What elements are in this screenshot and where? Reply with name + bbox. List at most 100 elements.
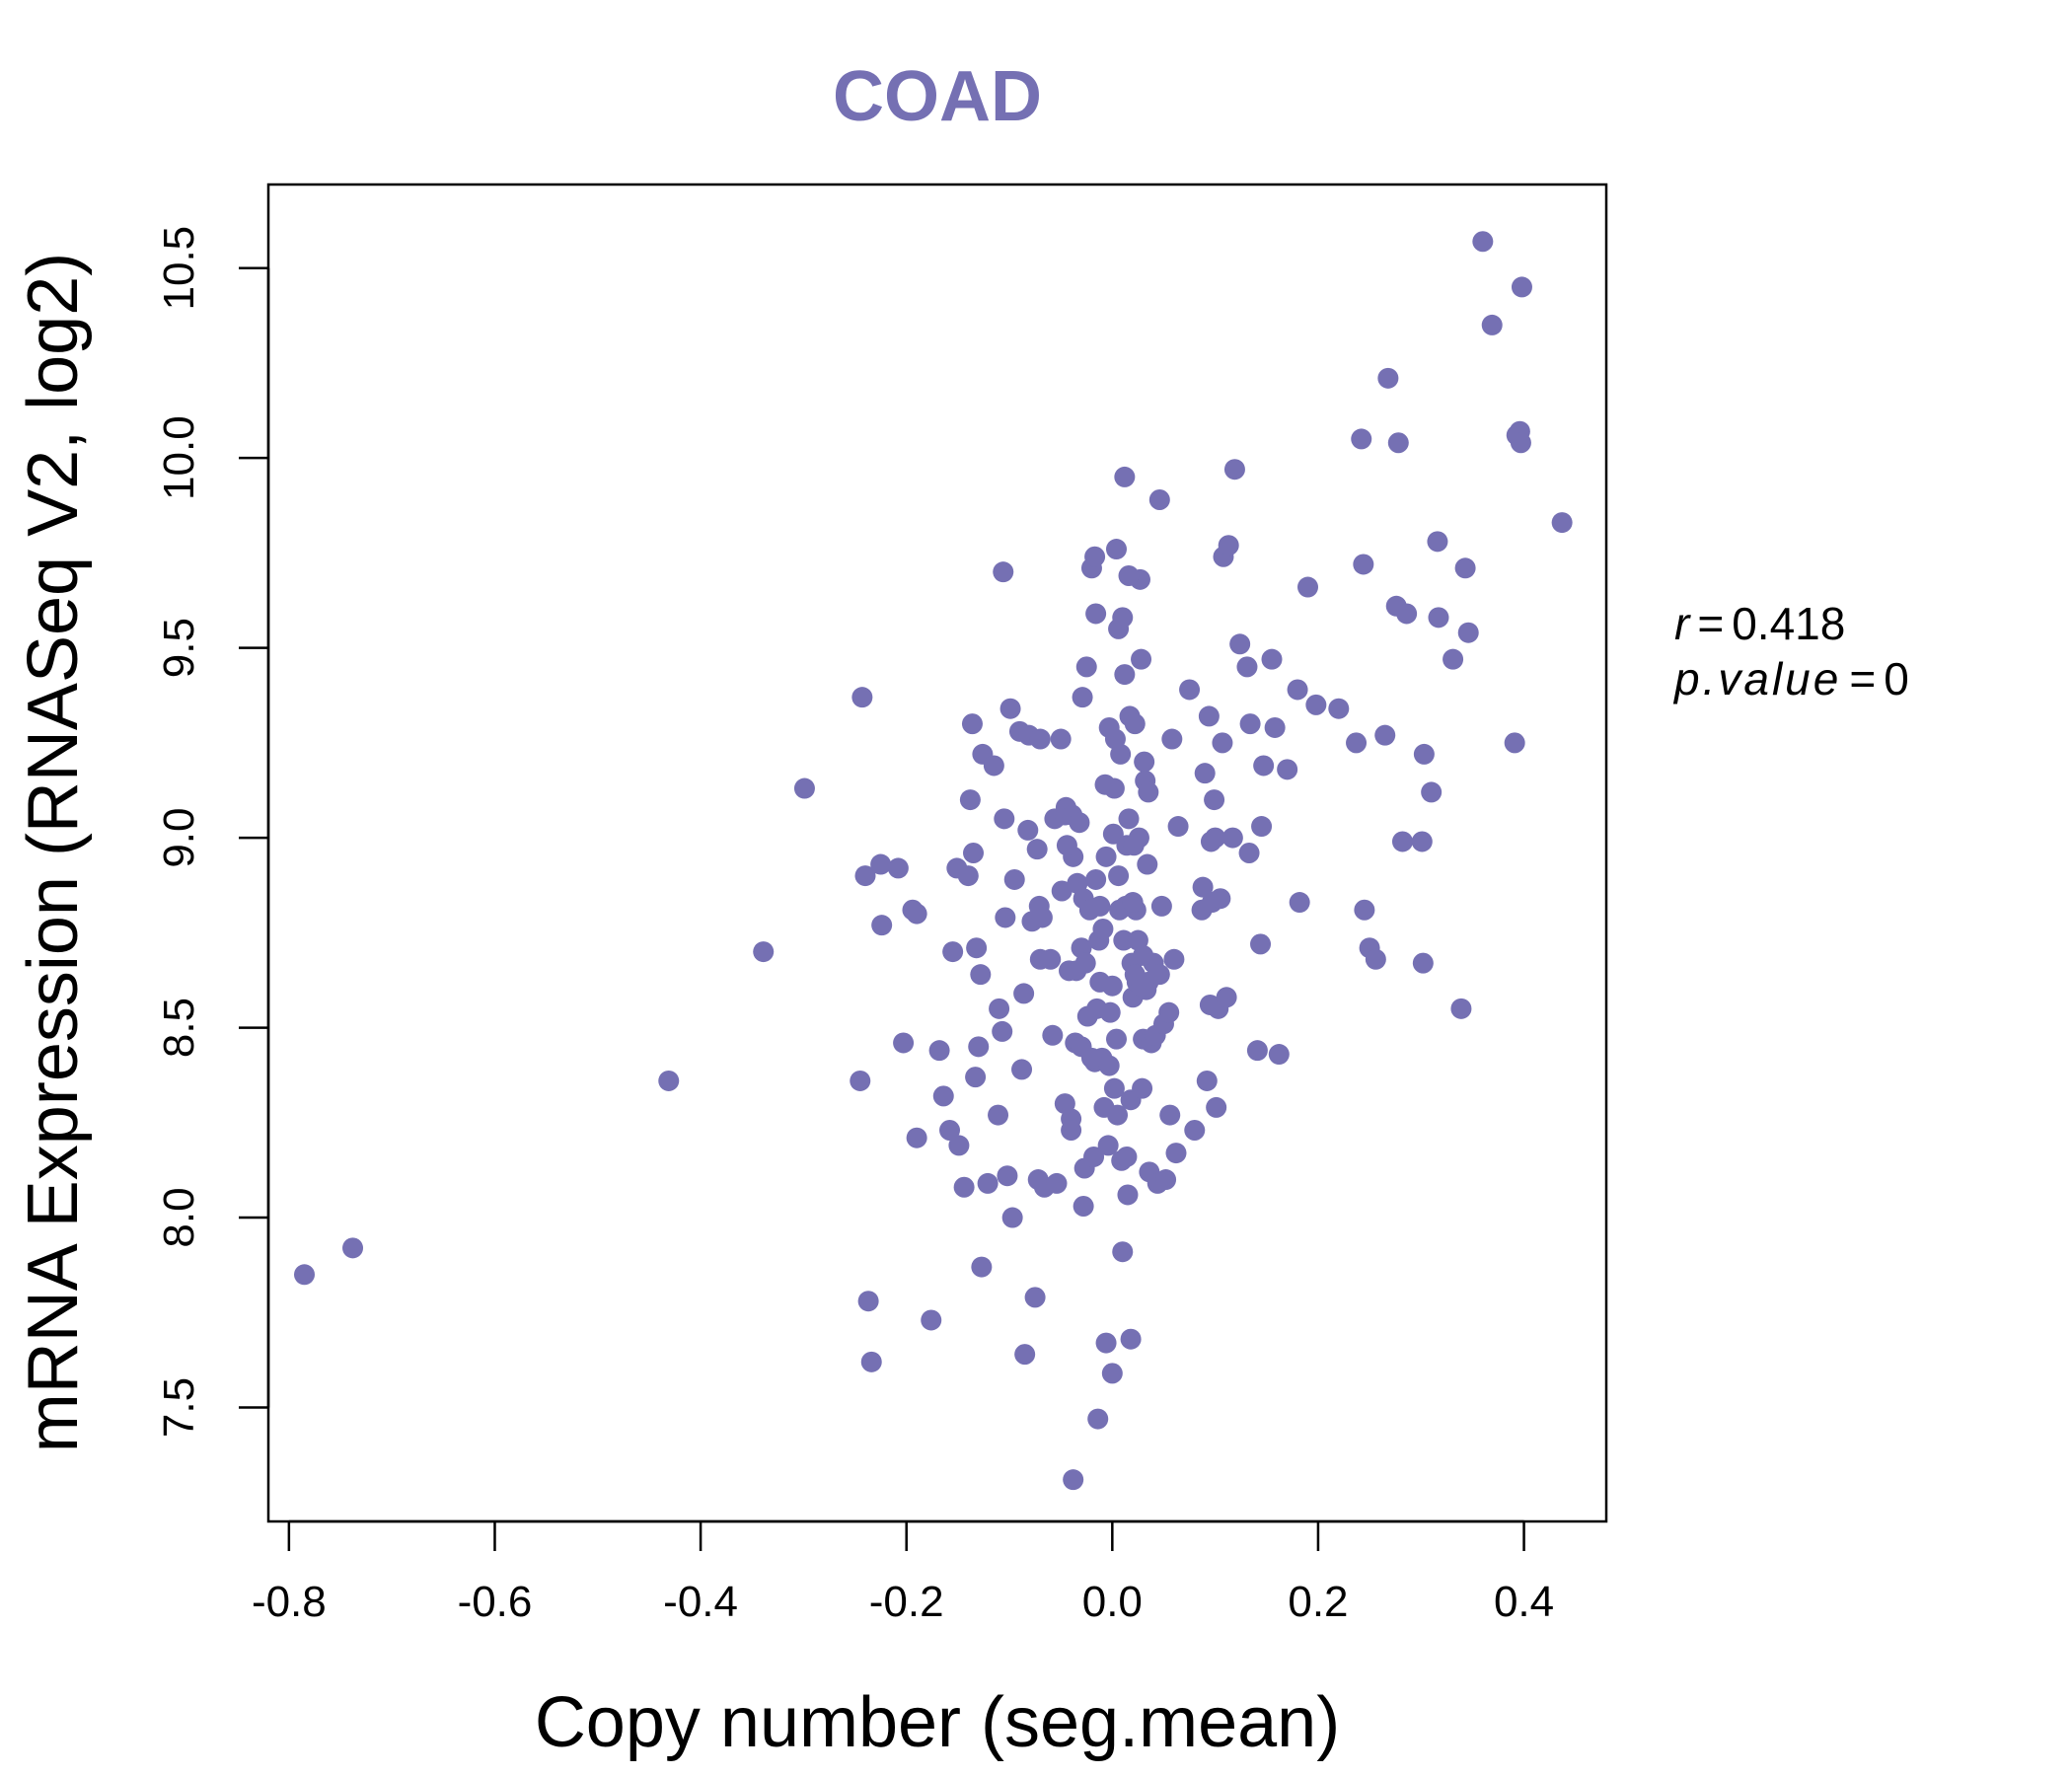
data-point	[1095, 846, 1117, 867]
data-points	[294, 231, 1573, 1491]
data-point	[1212, 732, 1233, 754]
data-point	[1073, 1195, 1094, 1217]
data-point	[1250, 933, 1272, 955]
y-tick-label: 10.5	[155, 226, 203, 311]
data-point	[1128, 827, 1149, 849]
data-point	[1114, 664, 1136, 686]
data-point	[1054, 1093, 1075, 1115]
data-point	[1239, 713, 1261, 735]
data-point	[1223, 459, 1245, 481]
data-point	[1148, 489, 1170, 511]
y-axis: 7.5 8.0 8.5 9.0 9.5 10.0 10.5	[155, 226, 270, 1438]
data-point	[1101, 975, 1123, 997]
data-point	[1074, 952, 1096, 974]
data-point	[1083, 1146, 1105, 1167]
data-point	[887, 857, 909, 879]
data-point	[1198, 705, 1220, 727]
data-point	[1056, 835, 1077, 856]
data-point	[939, 1120, 961, 1142]
data-point	[1114, 466, 1136, 487]
data-point	[1029, 728, 1051, 750]
data-point	[1026, 839, 1048, 860]
x-axis: -0.8 -0.6 -0.4 -0.2 0.0 0.2 0.4	[252, 1519, 1554, 1626]
chart-title: COAD	[833, 57, 1042, 136]
data-point	[1374, 724, 1396, 746]
y-axis-label: mRNA Expression (RNASeq V2, log2)	[14, 253, 93, 1452]
x-axis-label: Copy number (seg.mean)	[535, 1683, 1340, 1762]
data-point	[1236, 656, 1258, 678]
data-point	[871, 915, 893, 936]
data-point	[992, 1020, 1013, 1042]
data-point	[1328, 698, 1350, 719]
data-point	[942, 941, 964, 963]
x-tick-label: 0.0	[1082, 1578, 1143, 1626]
data-point	[1112, 1241, 1134, 1263]
data-point	[1001, 1207, 1023, 1228]
data-point	[1194, 763, 1216, 784]
p-value: 0	[1884, 653, 1909, 704]
data-point	[1085, 603, 1107, 625]
data-point	[906, 1127, 927, 1148]
data-point	[860, 1351, 882, 1372]
data-point	[959, 789, 981, 811]
data-point	[1042, 1024, 1064, 1046]
data-point	[1289, 892, 1310, 914]
data-point	[989, 998, 1010, 1019]
data-point	[1412, 952, 1434, 974]
data-point	[1396, 603, 1418, 625]
data-point	[1085, 868, 1107, 890]
y-tick-label: 9.0	[155, 808, 203, 868]
data-point	[1063, 1469, 1084, 1491]
data-point	[1421, 781, 1443, 803]
data-point	[1084, 546, 1106, 567]
r-statistic: r = 0.418	[1674, 598, 1845, 649]
data-point	[1158, 1001, 1180, 1023]
data-point	[1205, 827, 1226, 849]
data-point	[1454, 557, 1476, 579]
data-point	[1511, 276, 1532, 298]
data-point	[1472, 231, 1494, 253]
r-label: r	[1674, 598, 1691, 649]
x-tick-label: 0.2	[1288, 1578, 1348, 1626]
data-point	[1504, 732, 1525, 754]
data-point	[1075, 656, 1097, 678]
data-point	[1167, 816, 1189, 838]
data-point	[1165, 1143, 1187, 1164]
data-point	[1122, 892, 1144, 914]
data-point	[1113, 929, 1135, 951]
data-point	[1118, 808, 1140, 830]
data-point	[906, 903, 927, 925]
data-point	[1246, 1040, 1268, 1062]
data-point	[1428, 607, 1449, 629]
data-point	[1551, 512, 1573, 534]
x-tick-label: -0.8	[252, 1578, 327, 1626]
y-tick-label: 7.5	[155, 1377, 203, 1438]
data-point	[1510, 432, 1531, 454]
data-point	[948, 1135, 970, 1156]
data-point	[1179, 679, 1201, 701]
data-point	[1204, 789, 1225, 811]
data-point	[968, 1036, 990, 1058]
data-point	[1365, 948, 1386, 970]
data-point	[1098, 716, 1120, 738]
data-point	[999, 698, 1021, 719]
data-point	[1387, 432, 1409, 454]
data-point	[1098, 1055, 1120, 1076]
data-point	[753, 941, 775, 963]
data-point	[997, 1165, 1018, 1187]
data-point	[851, 687, 873, 708]
data-point	[1132, 1077, 1153, 1099]
data-point	[1061, 1120, 1082, 1142]
data-point	[995, 907, 1016, 928]
x-tick-label: 0.4	[1494, 1578, 1554, 1626]
data-point	[1229, 633, 1251, 655]
data-point	[1268, 1044, 1290, 1066]
p-statistic: p.value = 0	[1672, 653, 1909, 704]
data-point	[1017, 819, 1039, 841]
r-equals: =	[1697, 598, 1724, 649]
data-point	[854, 865, 876, 887]
data-point	[1238, 843, 1260, 863]
data-point	[1305, 694, 1327, 715]
data-point	[1131, 975, 1152, 997]
data-point	[994, 808, 1015, 830]
